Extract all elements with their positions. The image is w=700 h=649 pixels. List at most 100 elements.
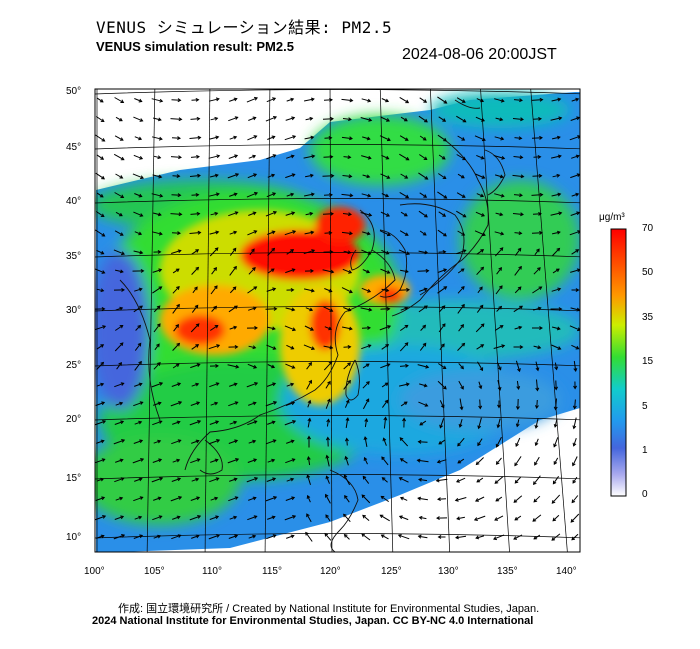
wind-arrowhead — [349, 231, 353, 236]
wind-arrowhead — [177, 439, 182, 443]
wind-arrowhead — [441, 305, 446, 310]
wind-arrow — [152, 286, 162, 294]
wind-arrowhead — [572, 405, 577, 410]
wind-arrowhead — [367, 325, 371, 330]
wind-arrow — [533, 495, 541, 503]
wind-arrowhead — [555, 268, 560, 273]
wind-arrowhead — [100, 382, 105, 387]
wind-arrow — [114, 192, 124, 198]
wind-arrow — [362, 515, 370, 521]
wind-arrowhead — [499, 325, 504, 329]
wind-arrowhead — [272, 97, 277, 101]
wind-arrow — [573, 438, 577, 446]
wind-arrowhead — [101, 306, 106, 311]
wind-arrowhead — [215, 230, 220, 235]
wind-arrow — [190, 458, 200, 464]
wind-arrowhead — [520, 212, 524, 217]
wind-arrowhead — [404, 269, 409, 274]
wind-arrowhead — [194, 304, 199, 309]
wind-arrow — [114, 421, 124, 425]
wind-arrow — [191, 440, 199, 444]
wind-arrow — [345, 456, 349, 466]
wind-arrowhead — [291, 401, 296, 406]
wind-arrow — [474, 515, 486, 521]
wind-arrowhead — [459, 406, 464, 411]
wind-arrowhead — [499, 174, 504, 179]
wind-arrow — [115, 402, 123, 406]
wind-arrow — [307, 475, 311, 485]
wind-arrowhead — [366, 269, 371, 274]
wind-arrowhead — [386, 137, 391, 142]
wind-arrow — [95, 515, 106, 521]
wind-arrowhead — [292, 230, 297, 234]
wind-arrowhead — [234, 344, 239, 349]
wind-arrow — [248, 535, 256, 539]
wind-arrow — [172, 516, 180, 520]
wind-arrow — [246, 97, 258, 103]
wind-arrowhead — [533, 498, 538, 503]
wind-arrow — [228, 401, 238, 407]
wind-arrowhead — [177, 382, 182, 387]
wind-arrow — [437, 269, 447, 273]
lat-tick-30: 30° — [66, 305, 82, 316]
wind-arrow — [286, 535, 294, 539]
wind-arrow — [208, 534, 220, 540]
wind-arrow — [551, 193, 561, 197]
wind-arrow — [381, 534, 389, 540]
wind-arrowhead — [159, 382, 164, 386]
wind-arrowhead — [309, 116, 314, 121]
wind-arrowhead — [367, 251, 372, 255]
wind-arrowhead — [271, 458, 276, 463]
wind-arrow — [152, 212, 162, 216]
wind-arrow — [304, 98, 314, 102]
wind-arrow — [246, 382, 258, 388]
wind-arrowhead — [216, 344, 221, 348]
wind-arrow — [476, 457, 484, 465]
wind-arrow — [534, 456, 540, 466]
wind-arrowhead — [458, 423, 463, 428]
wind-arrowhead — [533, 535, 538, 540]
wind-arrow — [191, 194, 199, 196]
wind-arrowhead — [367, 288, 372, 293]
wind-arrow — [380, 211, 390, 217]
wind-arrowhead — [575, 97, 580, 102]
wind-arrowhead — [385, 193, 390, 198]
wind-arrowhead — [253, 515, 258, 519]
wind-arrowhead — [519, 345, 524, 350]
wind-arrow — [364, 418, 368, 428]
wind-arrowhead — [100, 288, 105, 293]
wind-arrow — [552, 248, 560, 256]
wind-arrowhead — [513, 499, 518, 503]
wind-arrowhead — [493, 536, 497, 541]
wind-arrow — [229, 326, 237, 330]
wind-arrowhead — [311, 154, 316, 159]
wind-arrowhead — [520, 174, 525, 179]
wind-arrowhead — [442, 365, 447, 370]
wind-arrowhead — [368, 117, 373, 122]
wind-arrow — [457, 135, 465, 141]
wind-arrow — [343, 380, 351, 390]
wind-arrowhead — [461, 194, 466, 198]
wind-arrow — [134, 288, 142, 292]
wind-arrowhead — [461, 285, 465, 290]
wind-arrow — [153, 497, 161, 501]
wind-arrowhead — [553, 423, 558, 428]
wind-arrow — [346, 438, 348, 446]
wind-arrow — [360, 117, 372, 121]
wind-arrowhead — [214, 116, 219, 121]
wind-arrowhead — [175, 363, 180, 368]
wind-arrowhead — [214, 401, 219, 406]
wind-arrowhead — [406, 251, 411, 255]
wind-arrow — [383, 417, 387, 429]
wind-arrow — [362, 269, 370, 273]
wind-arrow — [344, 495, 350, 503]
wind-arrowhead — [270, 268, 275, 273]
wind-arrowhead — [348, 212, 352, 217]
wind-arrowhead — [405, 99, 410, 104]
wind-arrow — [532, 286, 542, 294]
wind-arrowhead — [571, 536, 576, 541]
wind-arrowhead — [347, 250, 352, 255]
wind-arrowhead — [139, 213, 144, 217]
wind-arrow — [570, 173, 580, 179]
wind-arrow — [361, 249, 371, 255]
